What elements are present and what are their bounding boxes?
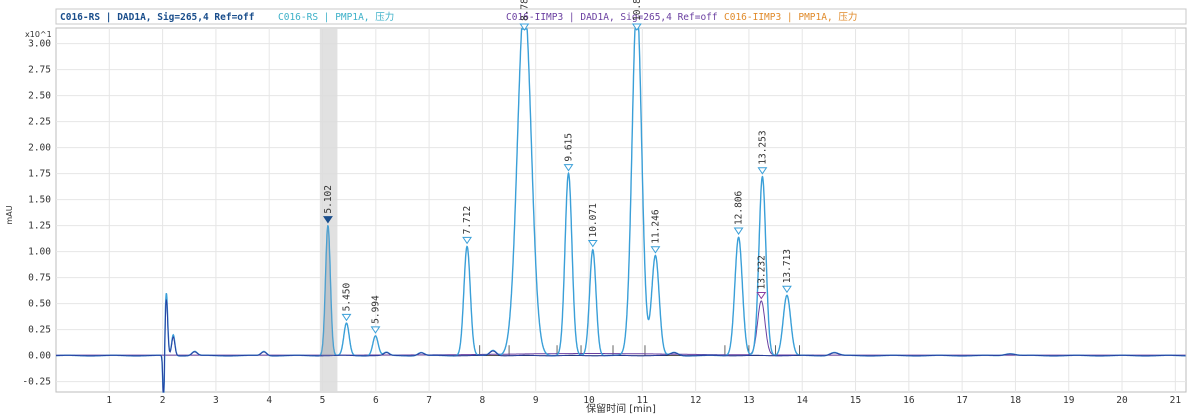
y-axis-label: mAU — [5, 205, 14, 224]
x-tick-label: 2 — [160, 395, 166, 406]
legend-item-rs-pmp[interactable]: C016-RS | PMP1A, 压力 — [278, 11, 394, 23]
peak-marker[interactable] — [631, 23, 642, 31]
peak-markers: 5.102 5.450 5.994 7.712 8.787 9.615 10.071 10.8… — [323, 0, 793, 334]
y-tick-label: -0.25 — [22, 377, 51, 388]
x-axis-label: 保留时间 [min] — [586, 402, 656, 414]
y-tick-label: 1.25 — [28, 221, 51, 232]
y-tick-label: 1.00 — [28, 247, 51, 258]
peak-marker[interactable] — [370, 326, 381, 334]
y-tick-label: 2.25 — [28, 117, 51, 128]
peak-label: 11.246 — [650, 209, 661, 244]
x-tick-label: 11 — [637, 395, 649, 406]
x-tick-label: 19 — [1063, 395, 1075, 406]
x-tick-label: 16 — [903, 395, 915, 406]
peak-marker[interactable] — [341, 313, 352, 322]
peak-marker[interactable] — [587, 240, 598, 248]
peak-marker[interactable] — [519, 23, 530, 31]
y-tick-label: 2.75 — [28, 65, 51, 76]
legend-item-rs-dad[interactable]: C016-RS | DAD1A, Sig=265,4 Ref=off — [60, 12, 255, 23]
x-tick-label: 8 — [480, 395, 486, 406]
x-tick-label: 20 — [1116, 395, 1128, 406]
y-tick-label: 3.00 — [28, 39, 51, 50]
peak-marker[interactable] — [462, 236, 472, 245]
legend-item-iimp3-dad[interactable]: C016-IIMP3 | DAD1A, Sig=265,4 Ref=off — [506, 12, 718, 23]
peak-label: 9.615 — [563, 133, 574, 162]
x-tick-label: 13 — [743, 395, 754, 406]
series-layer — [56, 28, 1186, 393]
x-tick-label: 7 — [426, 395, 432, 406]
x-tick-label: 4 — [266, 395, 272, 406]
peak-label: 13.232 — [756, 255, 767, 289]
peak-label: 10.071 — [588, 203, 599, 238]
y-multiplier: x10^1 — [25, 30, 52, 39]
x-tick-label: 10 — [583, 395, 595, 406]
x-tick-label: 17 — [956, 395, 967, 406]
x-tick-label: 12 — [690, 395, 701, 406]
peak-marker[interactable] — [733, 227, 744, 235]
y-tick-label: 2.50 — [28, 91, 51, 102]
x-tick-label: 3 — [213, 395, 219, 406]
peak-label: 5.450 — [341, 282, 352, 311]
peak-label: 12.806 — [734, 190, 745, 225]
peak-label: 10.897 — [632, 0, 643, 21]
legend: C016-RS | DAD1A, Sig=265,4 Ref=off C016-… — [55, 8, 1187, 25]
x-tick-label: 15 — [850, 395, 861, 406]
x-tick-label: 14 — [796, 395, 808, 406]
gridlines — [56, 28, 1186, 392]
peak-label: 13.713 — [782, 249, 793, 283]
peak-marker[interactable] — [757, 167, 768, 175]
y-tick-label: 0.50 — [28, 299, 51, 310]
y-tick-label: 1.50 — [28, 195, 51, 206]
peak-label: 7.712 — [462, 206, 473, 235]
y-axis-ticks: -0.25 0.00 0.25 0.50 0.75 1.00 1.25 1.50 1.75 2.0… — [22, 39, 51, 388]
peak-marker[interactable] — [323, 216, 333, 224]
peak-label: 8.787 — [519, 0, 530, 21]
series-rs-dad-baseline — [56, 299, 1186, 393]
peak-marker[interactable] — [756, 292, 767, 300]
integrated-peak-area — [321, 225, 335, 356]
x-tick-label: 18 — [1010, 395, 1022, 406]
y-tick-label: 0.00 — [28, 351, 51, 362]
peak-label: 13.253 — [757, 130, 768, 164]
x-axis-ticks: 1 2 3 4 5 6 7 8 9 10 11 12 13 14 15 16 17 18 19 20 21 — [106, 395, 1181, 406]
x-tick-label: 6 — [373, 395, 379, 406]
plot-area — [55, 27, 1187, 393]
y-tick-label: 2.00 — [28, 143, 51, 154]
x-tick-label: 9 — [533, 395, 539, 406]
peak-label: 5.994 — [370, 295, 381, 324]
y-tick-label: 1.75 — [28, 169, 51, 180]
peak-label: 5.102 — [323, 185, 334, 214]
x-tick-label: 5 — [320, 395, 326, 406]
x-tick-label: 1 — [106, 395, 112, 406]
peak-marker[interactable] — [650, 246, 661, 254]
peak-marker[interactable] — [781, 285, 792, 294]
peak-marker[interactable] — [563, 164, 574, 172]
x-tick-label: 21 — [1170, 395, 1182, 406]
y-tick-label: 0.25 — [28, 325, 51, 336]
y-tick-label: 0.75 — [28, 273, 51, 284]
legend-item-iimp3-pmp[interactable]: C016-IIMP3 | PMP1A, 压力 — [724, 11, 857, 23]
